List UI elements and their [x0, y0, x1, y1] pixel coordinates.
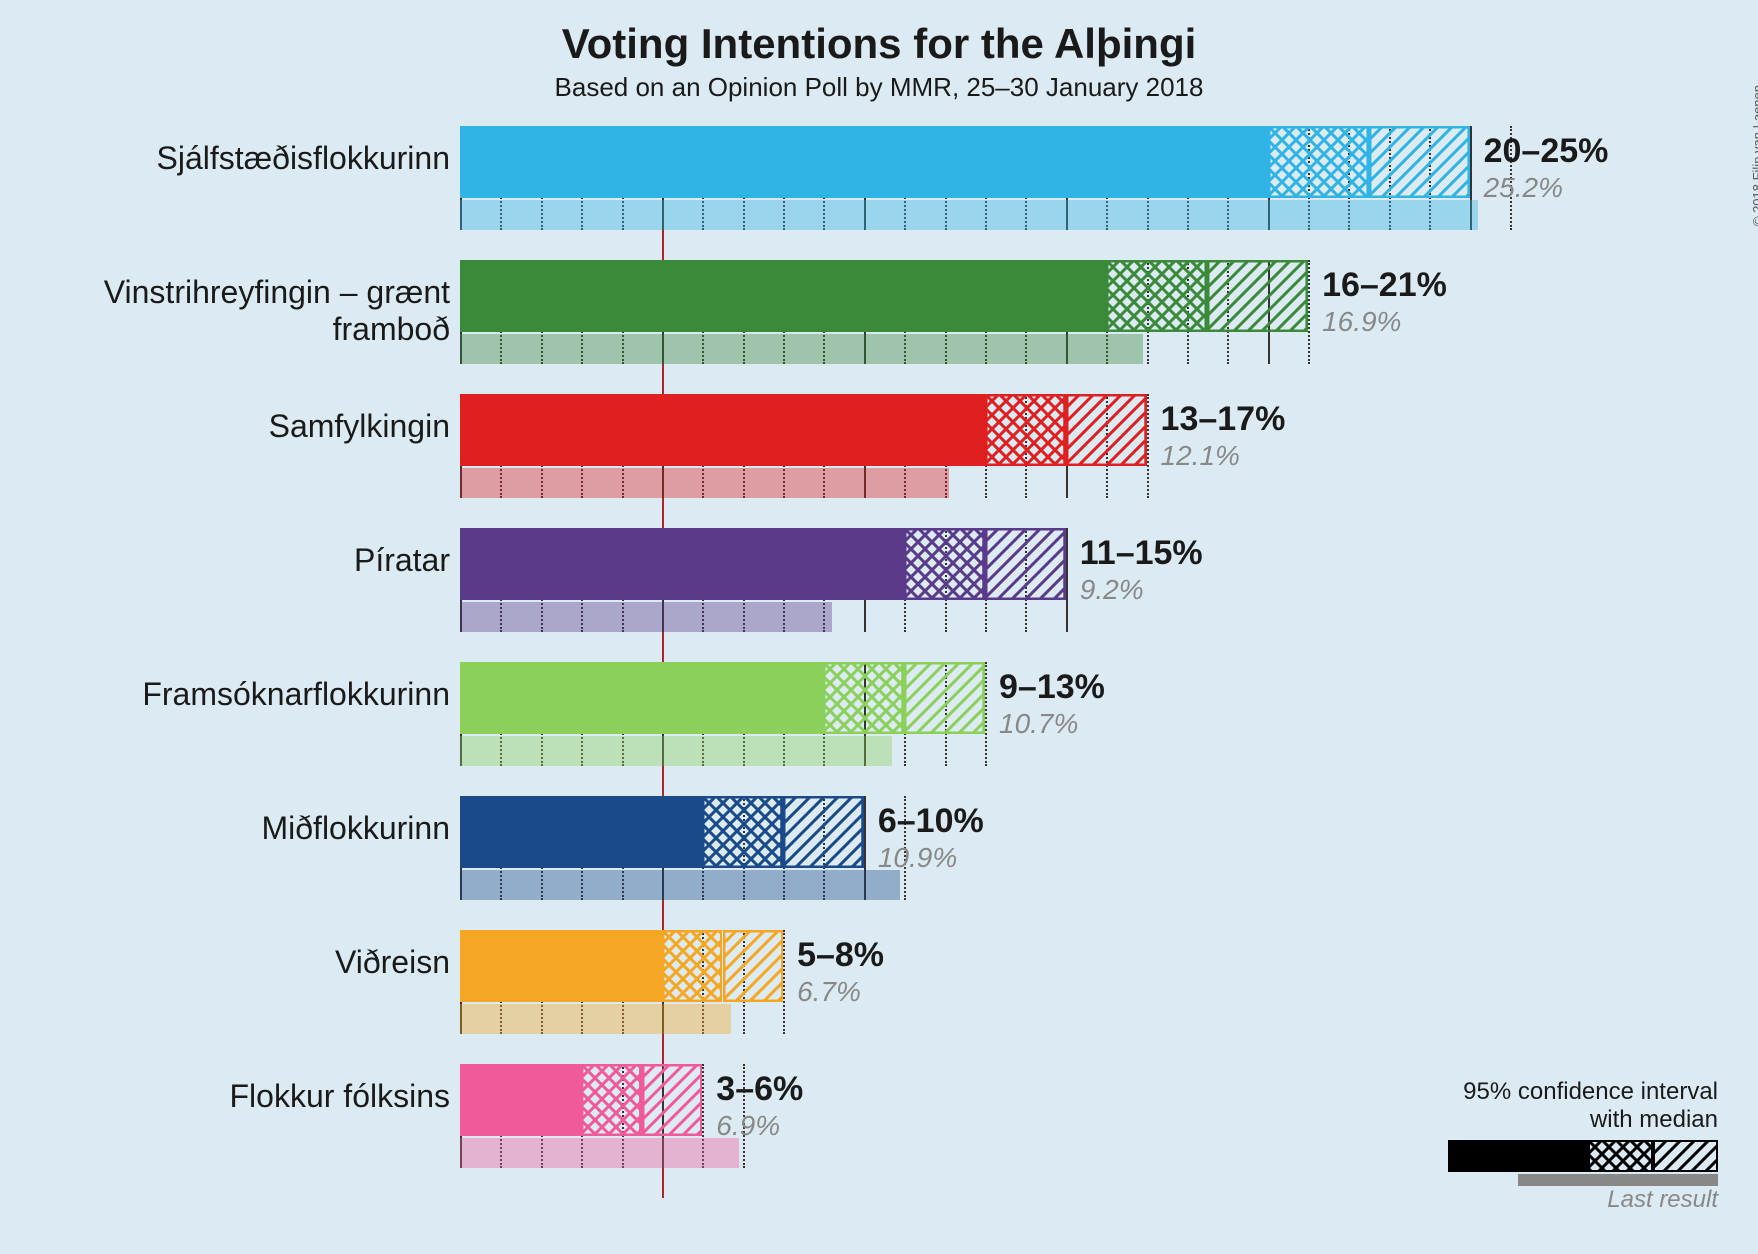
previous-label: 25.2%: [1484, 172, 1563, 204]
previous-result-bar: [460, 736, 892, 766]
previous-result-bar: [460, 870, 900, 900]
legend-swatch: [1448, 1140, 1718, 1184]
ci-bar-crosshatch: [904, 528, 985, 600]
party-row: Samfylkingin13–17%12.1%: [460, 394, 1510, 512]
previous-result-bar: [460, 1138, 739, 1168]
previous-label: 10.7%: [999, 708, 1078, 740]
ci-bar-solid: [460, 662, 823, 734]
ci-bar-crosshatch: [662, 930, 723, 1002]
range-label: 6–10%: [878, 802, 984, 841]
legend: 95% confidence interval with median Last…: [1448, 1078, 1718, 1214]
chart-area: Sjálfstæðisflokkurinn20–25%25.2% Vinstrih…: [460, 126, 1510, 1211]
legend-line1: 95% confidence interval: [1448, 1078, 1718, 1106]
party-row: Vinstrihreyfingin – grænt framboð16–21%1…: [460, 260, 1510, 378]
range-label: 3–6%: [716, 1070, 803, 1109]
party-label: Sjálfstæðisflokkurinn: [0, 140, 450, 177]
ci-bar-hatch: [723, 930, 784, 1002]
party-label: Píratar: [0, 542, 450, 579]
party-label: Miðflokkurinn: [0, 810, 450, 847]
range-label: 20–25%: [1484, 132, 1609, 171]
ci-bar-crosshatch: [581, 1064, 642, 1136]
previous-result-bar: [460, 334, 1143, 364]
ci-bar-hatch: [1369, 126, 1470, 198]
ci-bar-solid: [460, 1064, 581, 1136]
previous-label: 10.9%: [878, 842, 957, 874]
party-label: Vinstrihreyfingin – grænt framboð: [0, 274, 450, 348]
range-label: 13–17%: [1161, 400, 1286, 439]
ci-bar-crosshatch: [823, 662, 904, 734]
ci-bar-hatch: [985, 528, 1066, 600]
ci-bar-crosshatch: [1268, 126, 1369, 198]
party-label: Samfylkingin: [0, 408, 450, 445]
previous-label: 9.2%: [1080, 574, 1144, 606]
previous-result-bar: [460, 200, 1478, 230]
party-row: Sjálfstæðisflokkurinn20–25%25.2%: [460, 126, 1510, 244]
ci-bar-solid: [460, 394, 985, 466]
party-label: Viðreisn: [0, 944, 450, 981]
previous-result-bar: [460, 468, 949, 498]
legend-line2: with median: [1448, 1106, 1718, 1134]
range-label: 11–15%: [1080, 534, 1203, 573]
party-row: Framsóknarflokkurinn9–13%10.7%: [460, 662, 1510, 780]
legend-prev-label: Last result: [1448, 1186, 1718, 1214]
previous-label: 12.1%: [1161, 440, 1240, 472]
party-row: Flokkur fólksins3–6%6.9%: [460, 1064, 1510, 1182]
ci-bar-solid: [460, 528, 904, 600]
party-row: Miðflokkurinn6–10%10.9%: [460, 796, 1510, 914]
ci-bar-hatch: [1066, 394, 1147, 466]
party-row: Viðreisn5–8%6.7%: [460, 930, 1510, 1048]
ci-bar-solid: [460, 930, 662, 1002]
range-label: 5–8%: [797, 936, 884, 975]
ci-bar-hatch: [904, 662, 985, 734]
party-row: Píratar11–15%9.2%: [460, 528, 1510, 646]
ci-bar-solid: [460, 796, 702, 868]
ci-bar-hatch: [783, 796, 864, 868]
range-label: 9–13%: [999, 668, 1105, 707]
previous-label: 6.7%: [797, 976, 861, 1008]
ci-bar-crosshatch: [1106, 260, 1207, 332]
credit-text: © 2018 Filip van Laenen: [1750, 85, 1758, 226]
previous-result-bar: [460, 602, 832, 632]
party-label: Framsóknarflokkurinn: [0, 676, 450, 713]
ci-bar-crosshatch: [702, 796, 783, 868]
ci-bar-crosshatch: [985, 394, 1066, 466]
previous-label: 6.9%: [716, 1110, 780, 1142]
ci-bar-hatch: [1207, 260, 1308, 332]
chart-subtitle: Based on an Opinion Poll by MMR, 25–30 J…: [0, 72, 1758, 103]
previous-label: 16.9%: [1322, 306, 1401, 338]
chart-title: Voting Intentions for the Alþingi: [0, 20, 1758, 68]
previous-result-bar: [460, 1004, 731, 1034]
ci-bar-solid: [460, 260, 1106, 332]
ci-bar-solid: [460, 126, 1268, 198]
ci-bar-hatch: [642, 1064, 703, 1136]
range-label: 16–21%: [1322, 266, 1447, 305]
party-label: Flokkur fólksins: [0, 1078, 450, 1115]
